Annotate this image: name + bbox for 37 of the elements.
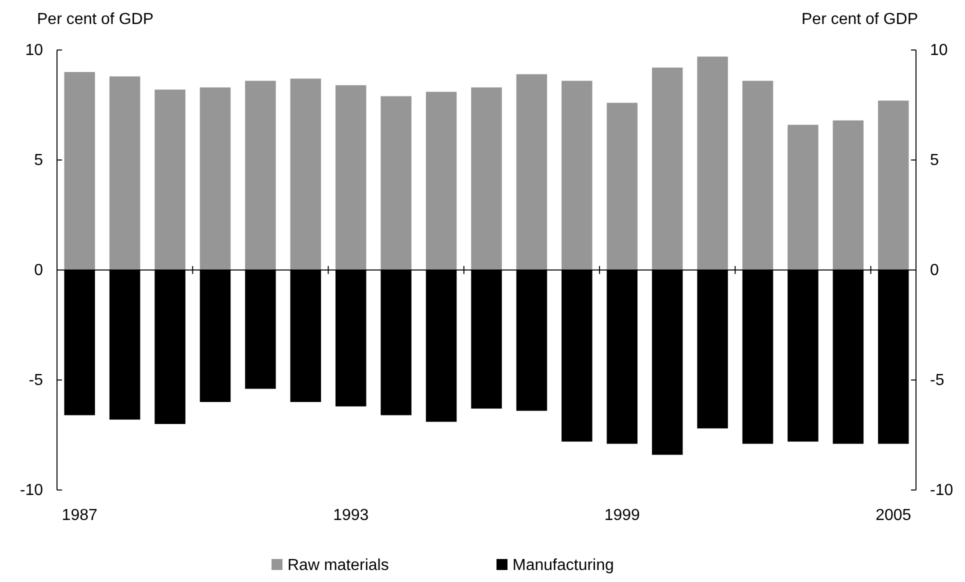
bar (562, 80, 592, 270)
x-tick-label: 1993 (333, 507, 369, 524)
y-tick-label: 5 (34, 152, 44, 170)
y2-tick-label: 0 (930, 262, 939, 280)
bar (788, 124, 818, 270)
x-tick-label: 2005 (876, 507, 912, 524)
x-tick-label: 1999 (604, 507, 640, 524)
bar (832, 120, 864, 270)
bar (878, 100, 909, 270)
bar (245, 80, 276, 270)
legend-label: Manufacturing (512, 557, 614, 574)
bar (380, 96, 412, 270)
bar (64, 72, 95, 270)
y2-axis-title: Per cent of GDP (802, 11, 918, 28)
bar (742, 80, 774, 270)
y-tick-label: -10 (20, 482, 44, 500)
bar (335, 85, 366, 270)
y2-tick-label: -5 (930, 372, 944, 390)
y2-tick-label: 5 (930, 152, 939, 170)
bar (652, 68, 683, 270)
y2-tick-label: -10 (930, 482, 954, 500)
bar (471, 87, 502, 270)
legend-label: Raw materials (288, 557, 389, 574)
bar (109, 76, 140, 270)
bar (426, 92, 457, 270)
bar (516, 74, 548, 270)
y2-tick-label: 10 (930, 42, 948, 60)
bar (154, 90, 186, 270)
bar (697, 56, 728, 270)
bar (606, 102, 638, 270)
y-tick-label: 10 (25, 42, 44, 60)
bar (290, 78, 322, 270)
y-tick-label: -5 (28, 372, 44, 390)
bar (200, 87, 231, 270)
x-tick-label: 1987 (62, 507, 98, 524)
y-axis-title: Per cent of GDP (37, 11, 154, 28)
y-tick-label: 0 (34, 262, 44, 280)
